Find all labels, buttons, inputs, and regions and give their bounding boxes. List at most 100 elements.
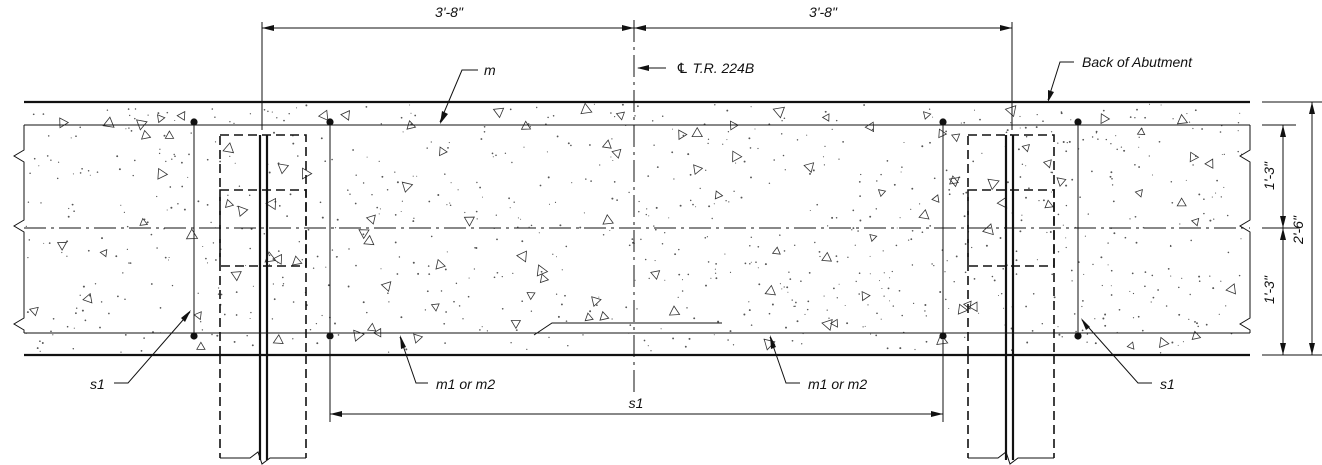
concrete-speck: [644, 258, 647, 261]
concrete-speck: [271, 111, 273, 113]
concrete-speck: [476, 218, 478, 220]
aggregate-triangle: [732, 150, 743, 163]
concrete-speck: [521, 300, 524, 303]
concrete-speck: [846, 322, 849, 325]
aggregate-triangle: [602, 214, 614, 225]
concrete-speck: [235, 291, 238, 293]
concrete-speck: [501, 307, 504, 310]
concrete-speck: [362, 233, 365, 236]
concrete-speck: [70, 137, 72, 139]
concrete-speck: [911, 229, 914, 232]
concrete-speck: [804, 313, 806, 315]
concrete-speck: [886, 160, 889, 162]
concrete-speck: [1065, 204, 1068, 207]
concrete-speck: [869, 215, 872, 218]
concrete-speck: [1172, 118, 1174, 120]
concrete-speck: [446, 251, 448, 253]
concrete-speck: [316, 342, 319, 345]
concrete-speck: [991, 275, 994, 278]
concrete-speck: [858, 272, 861, 274]
concrete-speck: [158, 152, 161, 155]
concrete-speck: [538, 232, 540, 234]
concrete-speck: [750, 176, 752, 179]
concrete-speck: [124, 298, 126, 300]
concrete-speck: [156, 247, 158, 249]
concrete-speck: [674, 253, 677, 256]
aggregate-triangle: [678, 129, 688, 141]
concrete-speck: [1239, 112, 1241, 114]
concrete-speck: [157, 112, 160, 115]
concrete-speck: [1065, 184, 1068, 187]
concrete-speck: [483, 131, 486, 133]
concrete-speck: [1148, 103, 1151, 105]
concrete-speck: [919, 203, 921, 205]
concrete-speck: [450, 182, 452, 184]
concrete-speck: [687, 153, 690, 156]
concrete-speck: [386, 189, 389, 191]
concrete-speck: [610, 112, 612, 114]
concrete-speck: [632, 241, 634, 244]
concrete-speck: [380, 268, 382, 270]
concrete-speck: [1212, 287, 1215, 290]
concrete-speck: [705, 169, 707, 171]
concrete-speck: [75, 307, 78, 309]
concrete-speck: [250, 311, 252, 314]
concrete-speck: [1157, 289, 1159, 291]
concrete-speck: [793, 305, 795, 308]
concrete-speck: [336, 218, 339, 221]
concrete-speck: [629, 324, 632, 326]
concrete-speck: [281, 276, 284, 279]
concrete-speck: [163, 134, 166, 137]
svg-text:s1: s1: [90, 376, 105, 392]
concrete-speck: [521, 240, 524, 243]
concrete-speck: [818, 250, 821, 253]
concrete-speck: [412, 175, 414, 177]
concrete-speck: [610, 156, 612, 158]
concrete-speck: [571, 182, 573, 184]
concrete-speck: [152, 331, 154, 333]
concrete-speck: [210, 221, 212, 224]
aggregate-triangle: [539, 273, 550, 284]
concrete-speck: [223, 313, 226, 316]
concrete-speck: [1010, 122, 1012, 124]
concrete-speck: [48, 242, 51, 244]
concrete-speck: [355, 264, 357, 267]
concrete-speck: [437, 194, 440, 196]
callout-centerline: ℄ T.R. 224B: [637, 60, 754, 76]
concrete-speck: [1179, 223, 1181, 225]
concrete-speck: [449, 202, 451, 204]
aggregate-triangle: [918, 209, 930, 220]
concrete-speck: [66, 325, 69, 328]
aggregate-triangle: [413, 333, 424, 344]
concrete-speck: [910, 238, 913, 241]
concrete-speck: [714, 272, 717, 274]
concrete-speck: [1181, 277, 1183, 279]
aggregate-triangle: [1056, 177, 1067, 187]
concrete-speck: [1237, 130, 1239, 132]
concrete-speck: [1198, 275, 1201, 278]
concrete-speck: [835, 119, 838, 122]
concrete-speck: [638, 210, 640, 213]
concrete-speck: [462, 318, 464, 320]
concrete-speck: [748, 137, 751, 140]
concrete-speck: [495, 154, 497, 157]
aggregate-triangle: [353, 329, 365, 342]
concrete-speck: [939, 291, 942, 293]
concrete-speck: [1062, 141, 1065, 143]
aggregate-triangle: [224, 198, 235, 208]
aggregate-triangle: [176, 110, 186, 121]
concrete-speck: [511, 161, 513, 164]
concrete-speck: [388, 301, 390, 303]
concrete-speck: [1025, 196, 1027, 199]
concrete-speck: [453, 300, 455, 303]
concrete-speck: [755, 261, 757, 263]
concrete-speck: [1167, 267, 1170, 270]
concrete-speck: [900, 171, 902, 173]
concrete-speck: [964, 271, 967, 274]
concrete-speck: [616, 199, 618, 201]
concrete-speck: [611, 318, 613, 320]
concrete-speck: [725, 200, 727, 202]
callout-right-s1: s1: [1081, 318, 1175, 392]
concrete-speck: [1148, 155, 1150, 157]
concrete-speck: [481, 326, 483, 328]
